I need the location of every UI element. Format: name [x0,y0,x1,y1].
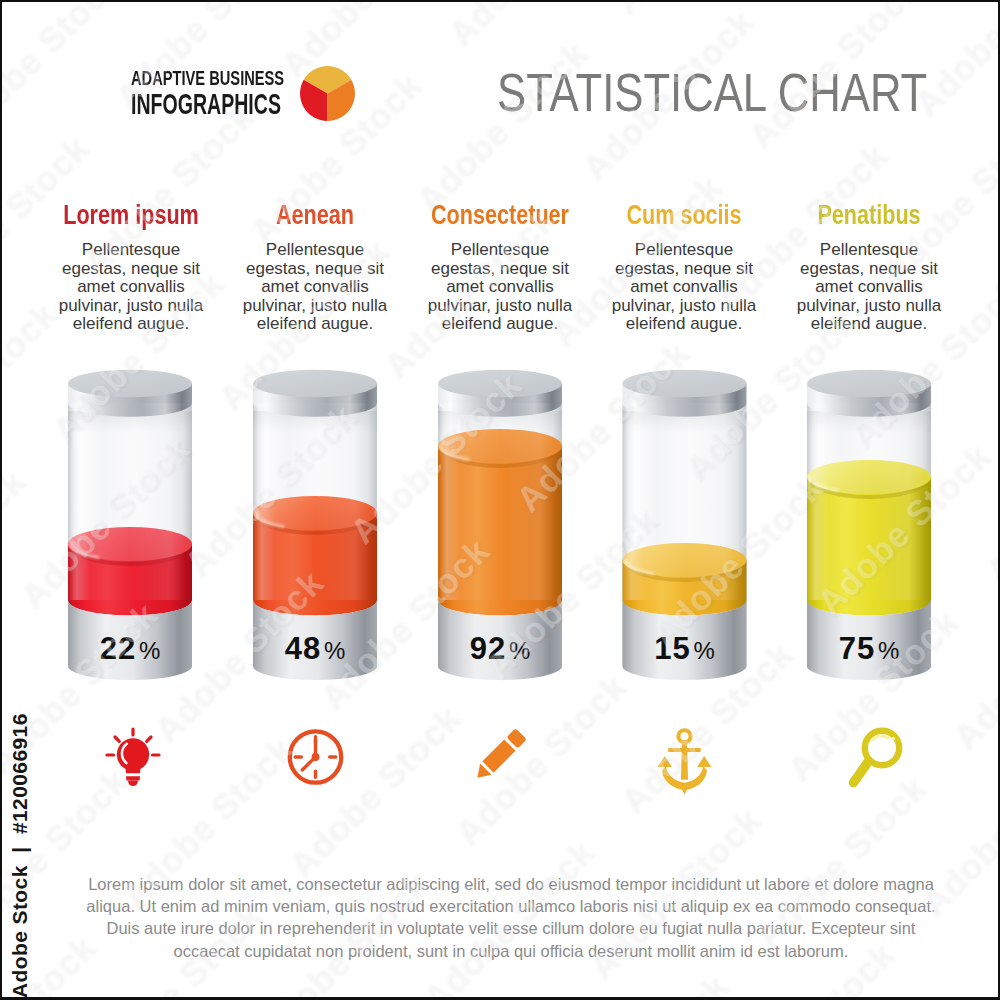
svg-text:48%: 48% [285,631,346,666]
